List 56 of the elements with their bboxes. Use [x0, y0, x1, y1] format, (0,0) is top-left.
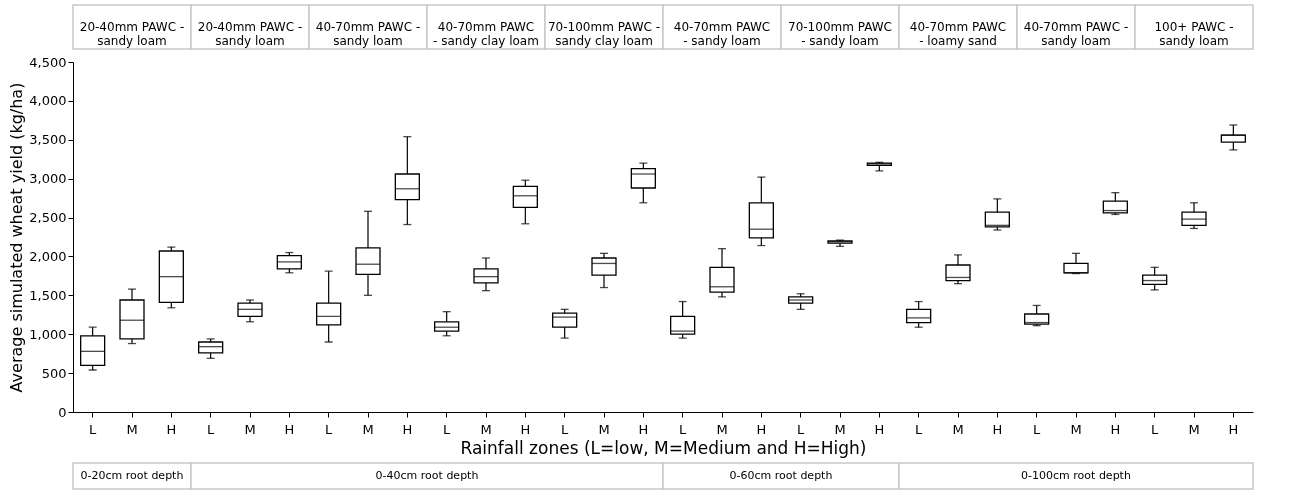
- x-tick-label: H: [638, 421, 649, 437]
- x-tick-label: M: [126, 421, 138, 437]
- text: 40-70mm PAWC - loamy sand: [909, 20, 1007, 48]
- x-tick-label: L: [89, 421, 98, 437]
- y-tick-label: 2,500: [29, 210, 67, 226]
- y-tick-label: 1,500: [29, 287, 67, 303]
- text: 0-40cm root depth: [375, 469, 479, 482]
- x-tick-label: M: [244, 421, 256, 437]
- y-tick-label: 500: [41, 365, 67, 381]
- x-tick-label: L: [207, 421, 216, 437]
- text: 20-40mm PAWC - sandy loam: [79, 20, 185, 48]
- text: 0-60cm root depth: [729, 469, 833, 482]
- x-tick-label: L: [1033, 421, 1042, 437]
- text: 0-20cm root depth: [80, 469, 184, 482]
- x-tick-label: H: [520, 421, 531, 437]
- y-tick-label: 1,000: [29, 326, 67, 342]
- text: 70-100mm PAWC - sandy loam: [788, 20, 892, 48]
- x-tick-label: M: [716, 421, 728, 437]
- y-tick-label: 2,000: [29, 248, 67, 264]
- x-axis-title: Rainfall zones (L=low, M=Medium and H=High): [460, 437, 867, 458]
- x-tick-label: M: [480, 421, 492, 437]
- x-tick-label: L: [561, 421, 570, 437]
- y-tick-label: 0: [58, 404, 67, 420]
- x-tick-label: M: [1188, 421, 1200, 437]
- text: 40-70mm PAWC - sandy loam: [1023, 20, 1129, 48]
- x-tick-label: M: [952, 421, 964, 437]
- x-tick-label: M: [834, 421, 846, 437]
- x-tick-label: H: [756, 421, 767, 437]
- y-tick-label: 4,000: [29, 93, 67, 109]
- text: 40-70mm PAWC - sandy clay loam: [433, 20, 539, 48]
- x-tick-label: L: [1151, 421, 1160, 437]
- x-tick-label: H: [874, 421, 885, 437]
- x-tick-label: H: [1110, 421, 1121, 437]
- x-tick-label: L: [915, 421, 924, 437]
- x-tick-label: L: [797, 421, 806, 437]
- text: 70-100mm PAWC - sandy clay loam: [547, 20, 661, 48]
- y-tick-label: 3,000: [29, 171, 67, 187]
- x-tick-label: H: [166, 421, 177, 437]
- x-tick-label: M: [1070, 421, 1082, 437]
- x-tick-label: L: [325, 421, 334, 437]
- x-tick-label: L: [679, 421, 688, 437]
- x-tick-label: H: [284, 421, 295, 437]
- x-tick-label: M: [362, 421, 374, 437]
- text: 40-70mm PAWC - sandy loam: [673, 20, 771, 48]
- text: 20-40mm PAWC - sandy loam: [197, 20, 303, 48]
- y-tick-label: 4,500: [29, 54, 67, 70]
- x-tick-label: H: [1228, 421, 1239, 437]
- x-tick-label: H: [402, 421, 413, 437]
- text: 0-100cm root depth: [1021, 469, 1131, 482]
- x-tick-label: M: [598, 421, 610, 437]
- x-tick-label: H: [992, 421, 1003, 437]
- y-tick-label: 3,500: [29, 132, 67, 148]
- text: 40-70mm PAWC - sandy loam: [315, 20, 421, 48]
- text: 100+ PAWC - sandy loam: [1154, 20, 1234, 48]
- x-tick-label: L: [443, 421, 452, 437]
- y-axis-title: Average simulated wheat yield (kg/ha): [7, 82, 27, 393]
